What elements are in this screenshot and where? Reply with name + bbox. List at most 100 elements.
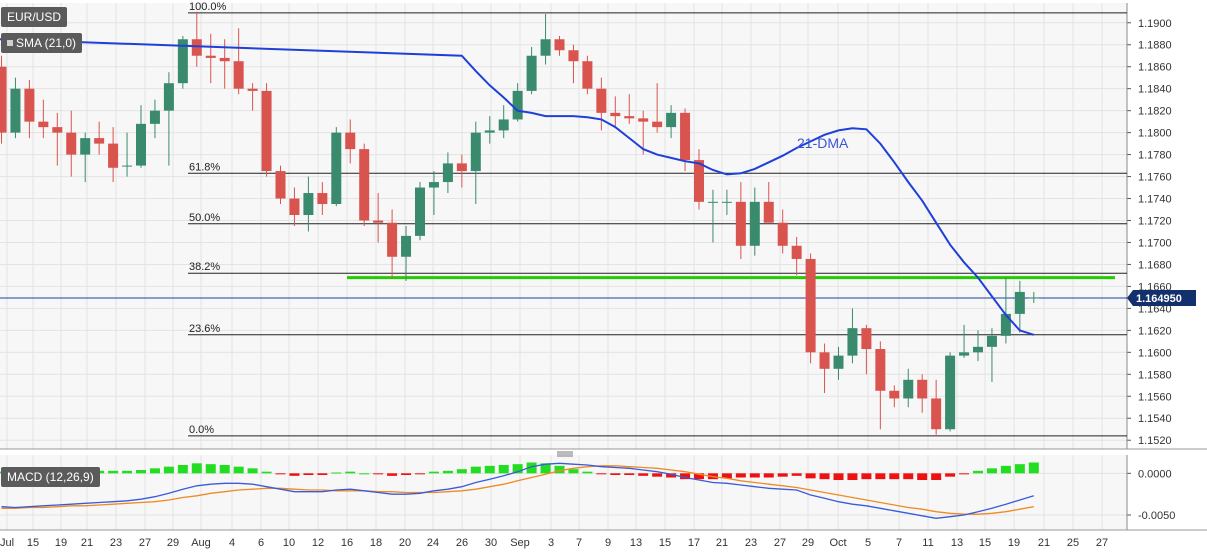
macd-histogram-bar <box>177 465 188 474</box>
candle-body <box>777 222 788 246</box>
macd-histogram-bar <box>1028 462 1039 474</box>
candle-body <box>428 182 439 188</box>
macd-histogram-bar <box>986 468 997 474</box>
candle-body <box>861 328 872 350</box>
macd-histogram-bar <box>456 469 467 474</box>
candle-body <box>694 160 704 202</box>
x-tick-label: 18 <box>370 537 382 549</box>
candle-body <box>94 138 105 144</box>
macd-histogram-bar <box>484 465 495 474</box>
price-panel-bg <box>0 3 1127 449</box>
current-price-tag: 1.164950 <box>1127 289 1196 306</box>
x-tick-label: 21 <box>716 537 728 549</box>
x-tick-label: 11 <box>922 537 933 549</box>
macd-histogram-bar <box>387 473 398 476</box>
candle-body <box>66 132 77 155</box>
macd-histogram-bar <box>122 470 133 474</box>
x-tick-label: 29 <box>167 537 179 549</box>
macd-histogram-bar <box>275 473 286 475</box>
macd-histogram-bar <box>554 465 565 474</box>
candle-body <box>38 121 49 128</box>
candle-body <box>596 88 607 113</box>
macd-histogram-bar <box>526 462 537 474</box>
macd-histogram-bar <box>428 471 439 474</box>
candle-body <box>10 88 21 133</box>
sma-toggle-icon[interactable] <box>7 40 13 46</box>
x-tick-label: 17 <box>688 537 700 549</box>
price-tick-label: 1.1580 <box>1138 369 1172 381</box>
price-tick-label: 1.1880 <box>1138 40 1172 52</box>
x-tick-label: 19 <box>55 537 67 549</box>
macd-histogram-bar <box>219 465 230 474</box>
candle-body <box>219 57 230 62</box>
x-tick-label: Jul <box>0 537 14 549</box>
candle-body <box>526 55 537 91</box>
x-tick-label: 10 <box>283 537 295 549</box>
sma-label-text: SMA (21,0) <box>16 36 77 50</box>
candle-body <box>0 66 7 133</box>
candle-body <box>735 201 746 246</box>
macd-histogram-bar <box>149 468 160 474</box>
price-tick-label: 1.1900 <box>1138 18 1172 30</box>
x-tick-label: 15 <box>659 537 671 549</box>
macd-signal-line <box>1 465 1034 515</box>
macd-histogram-bar <box>191 463 202 474</box>
x-tick-label: 15 <box>979 537 991 549</box>
price-tick-label: 1.1620 <box>1138 325 1172 337</box>
macd-histogram-bar <box>442 470 453 474</box>
macd-histogram-bar <box>373 473 384 475</box>
macd-histogram-bar <box>540 463 551 474</box>
macd-histogram-bar <box>289 473 300 476</box>
price-tick-label: 1.1520 <box>1138 435 1172 447</box>
fib-level-label: 23.6% <box>189 323 220 335</box>
macd-histogram-bar <box>163 466 174 474</box>
candle-body <box>108 143 119 168</box>
candle-body <box>721 201 732 203</box>
candle-body <box>205 55 216 58</box>
candle-body <box>666 112 677 128</box>
candle-body <box>470 132 481 172</box>
candle-body <box>847 328 858 356</box>
macd-histogram-bar <box>136 470 146 474</box>
macd-histogram-bar <box>805 473 816 479</box>
x-tick-label: 9 <box>605 537 611 549</box>
macd-histogram-bar <box>401 473 412 475</box>
sma-21-line <box>0 38 1035 336</box>
candle-body <box>401 235 412 257</box>
macd-histogram-bar <box>749 473 760 478</box>
price-tick-label: 1.1600 <box>1138 347 1172 359</box>
price-tick-label: 1.1820 <box>1138 106 1172 118</box>
candle-body <box>652 121 663 128</box>
price-tick-label: 1.1760 <box>1138 172 1172 184</box>
candle-body <box>484 130 495 133</box>
macd-histogram-bar <box>819 473 830 480</box>
macd-histogram-bar <box>889 473 900 480</box>
macd-histogram-bar <box>624 473 635 475</box>
macd-histogram-bar <box>903 473 914 480</box>
candle-body <box>568 50 579 62</box>
x-tick-label: Aug <box>191 537 211 549</box>
candle-body <box>387 222 398 257</box>
x-tick-label: 7 <box>896 537 902 549</box>
x-tick-label: 21 <box>1038 537 1050 549</box>
candle-body <box>959 352 970 356</box>
price-tick-label: 1.1860 <box>1138 62 1172 74</box>
macd-histogram-bar <box>735 473 746 478</box>
macd-histogram-bar <box>512 464 523 474</box>
x-tick-label: 5 <box>865 537 871 549</box>
x-tick-label: 16 <box>341 537 353 549</box>
candle-body <box>191 39 202 56</box>
candle-body <box>261 90 272 172</box>
macd-histogram-bar <box>638 473 649 476</box>
candle-body <box>233 61 244 89</box>
candle-body <box>819 352 830 369</box>
candle-body <box>442 163 453 183</box>
macd-histogram-bar <box>833 473 844 480</box>
x-tick-label: 25 <box>1067 537 1079 549</box>
candle-body <box>122 165 133 167</box>
x-tick-label: 6 <box>258 537 264 549</box>
macd-histogram-bar <box>721 473 732 479</box>
macd-histogram-bar <box>108 470 119 474</box>
price-tick-label: 1.1720 <box>1138 216 1172 228</box>
symbol-label: EUR/USD <box>1 7 68 27</box>
